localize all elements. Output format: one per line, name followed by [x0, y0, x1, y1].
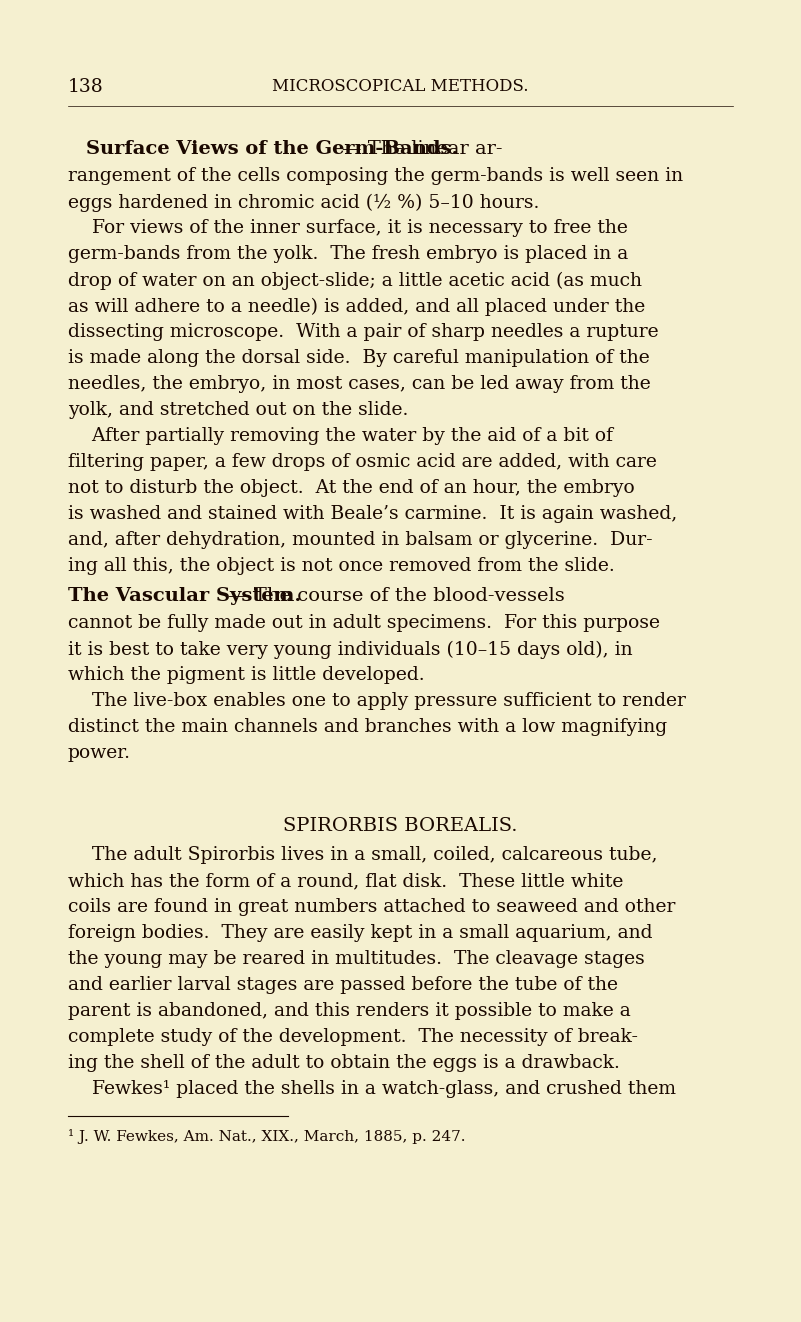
Text: The live-box enables one to apply pressure sufficient to render: The live-box enables one to apply pressu… — [68, 693, 686, 710]
Text: as will adhere to a needle) is added, and all placed under the: as will adhere to a needle) is added, an… — [68, 297, 646, 316]
Text: 138: 138 — [68, 78, 104, 97]
Text: not to disturb the object.  At the end of an hour, the embryo: not to disturb the object. At the end of… — [68, 480, 634, 497]
Text: parent is abandoned, and this renders it possible to make a: parent is abandoned, and this renders it… — [68, 1002, 630, 1019]
Text: coils are found in great numbers attached to seaweed and other: coils are found in great numbers attache… — [68, 898, 675, 916]
Text: foreign bodies.  They are easily kept in a small aquarium, and: foreign bodies. They are easily kept in … — [68, 924, 653, 941]
Text: — The course of the blood-vessels: — The course of the blood-vessels — [228, 587, 565, 605]
Text: distinct the main channels and branches with a low magnifying: distinct the main channels and branches … — [68, 718, 667, 736]
Text: MICROSCOPICAL METHODS.: MICROSCOPICAL METHODS. — [272, 78, 529, 95]
Text: The adult Spirorbis lives in a small, coiled, calcareous tube,: The adult Spirorbis lives in a small, co… — [68, 846, 658, 863]
Text: dissecting microscope.  With a pair of sharp needles a rupture: dissecting microscope. With a pair of sh… — [68, 324, 658, 341]
Text: is washed and stained with Beale’s carmine.  It is again washed,: is washed and stained with Beale’s carmi… — [68, 505, 678, 524]
Text: The Vascular System.: The Vascular System. — [68, 587, 301, 605]
Text: filtering paper, a few drops of osmic acid are added, with care: filtering paper, a few drops of osmic ac… — [68, 453, 657, 472]
Text: ing all this, the object is not once removed from the slide.: ing all this, the object is not once rem… — [68, 558, 614, 575]
Text: Surface Views of the Germ-Bands.: Surface Views of the Germ-Bands. — [86, 140, 458, 159]
Text: yolk, and stretched out on the slide.: yolk, and stretched out on the slide. — [68, 402, 409, 419]
Text: which the pigment is little developed.: which the pigment is little developed. — [68, 666, 425, 685]
Text: which has the form of a round, flat disk.  These little white: which has the form of a round, flat disk… — [68, 873, 623, 890]
Text: eggs hardened in chromic acid (½ %) 5–10 hours.: eggs hardened in chromic acid (½ %) 5–10… — [68, 193, 539, 212]
Text: drop of water on an object-slide; a little acetic acid (as much: drop of water on an object-slide; a litt… — [68, 271, 642, 290]
Text: cannot be fully made out in adult specimens.  For this purpose: cannot be fully made out in adult specim… — [68, 615, 660, 632]
Text: germ-bands from the yolk.  The fresh embryo is placed in a: germ-bands from the yolk. The fresh embr… — [68, 246, 628, 263]
Text: and, after dehydration, mounted in balsam or glycerine.  Dur-: and, after dehydration, mounted in balsa… — [68, 531, 653, 550]
Text: After partially removing the water by the aid of a bit of: After partially removing the water by th… — [68, 427, 613, 446]
Text: it is best to take very young individuals (10–15 days old), in: it is best to take very young individual… — [68, 640, 633, 658]
Text: SPIRORBIS BOREALIS.: SPIRORBIS BOREALIS. — [284, 817, 517, 836]
Text: — The linear ar-: — The linear ar- — [342, 140, 502, 159]
Text: needles, the embryo, in most cases, can be led away from the: needles, the embryo, in most cases, can … — [68, 375, 650, 394]
Text: is made along the dorsal side.  By careful manipulation of the: is made along the dorsal side. By carefu… — [68, 349, 650, 368]
Text: Fewkes¹ placed the shells in a watch-glass, and crushed them: Fewkes¹ placed the shells in a watch-gla… — [68, 1080, 676, 1097]
Text: For views of the inner surface, it is necessary to free the: For views of the inner surface, it is ne… — [68, 219, 628, 238]
Text: complete study of the development.  The necessity of break-: complete study of the development. The n… — [68, 1029, 638, 1046]
Text: ¹ J. W. Fewkes, Am. Nat., XIX., March, 1885, p. 247.: ¹ J. W. Fewkes, Am. Nat., XIX., March, 1… — [68, 1129, 465, 1145]
Text: the young may be reared in multitudes.  The cleavage stages: the young may be reared in multitudes. T… — [68, 951, 645, 968]
Text: ing the shell of the adult to obtain the eggs is a drawback.: ing the shell of the adult to obtain the… — [68, 1054, 620, 1072]
Text: rangement of the cells composing the germ-bands is well seen in: rangement of the cells composing the ger… — [68, 168, 683, 185]
Text: power.: power. — [68, 744, 131, 763]
Text: and earlier larval stages are passed before the tube of the: and earlier larval stages are passed bef… — [68, 976, 618, 994]
